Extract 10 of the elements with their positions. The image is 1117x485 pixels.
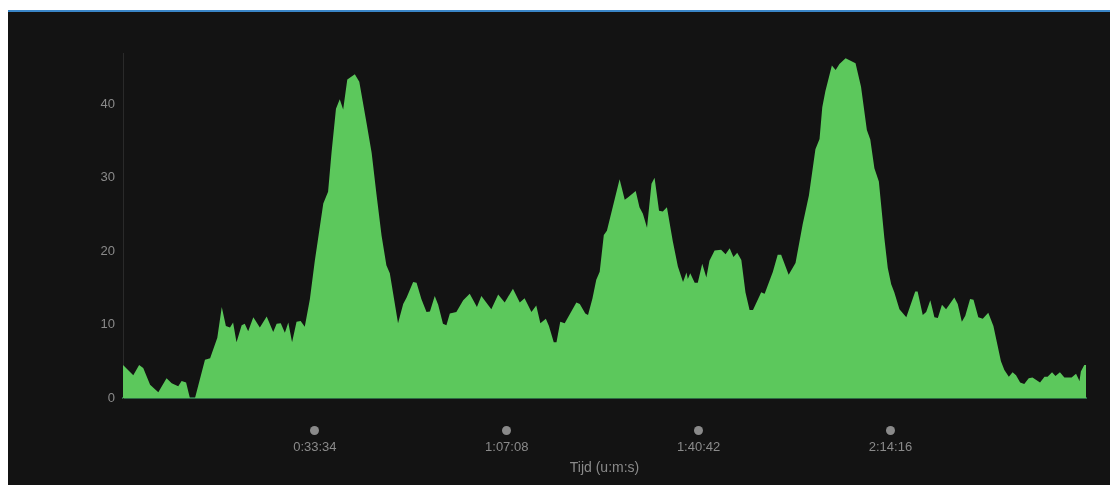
x-tick-label: 1:07:08 bbox=[485, 439, 529, 455]
y-tick-label: 40 bbox=[100, 95, 115, 111]
y-tick-label: 10 bbox=[100, 316, 115, 332]
x-axis-title: Tijd (u:m:s) bbox=[569, 459, 640, 476]
y-tick-label: 20 bbox=[100, 242, 115, 258]
x-tick-label: 0:33:34 bbox=[293, 439, 337, 455]
y-tick-label: 30 bbox=[100, 169, 115, 185]
y-tick-label: 0 bbox=[107, 389, 115, 405]
x-tick-label: 2:14:16 bbox=[868, 439, 913, 455]
x-tick-label: 1:40:42 bbox=[676, 439, 721, 455]
